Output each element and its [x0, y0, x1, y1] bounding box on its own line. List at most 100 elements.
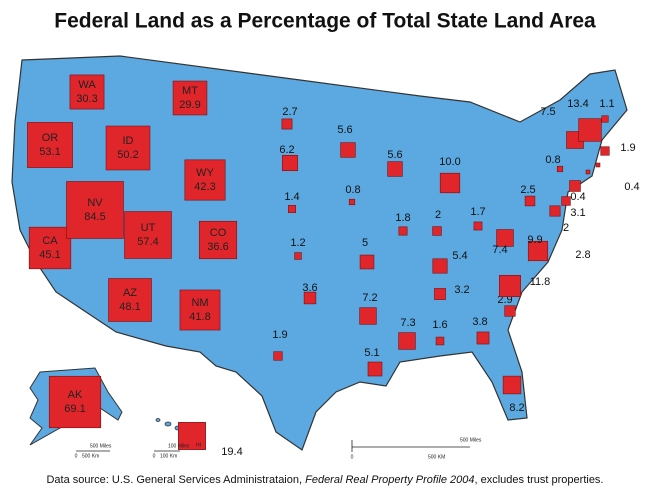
state-abbreviation: AK: [68, 389, 83, 401]
state-percentage: 48.1: [119, 301, 140, 313]
federal-land-mark: [595, 162, 601, 168]
state-percentage: 36.6: [207, 241, 228, 253]
state-percentage: 0.4: [570, 191, 585, 203]
scale-miles: 500 Miles: [90, 443, 112, 449]
state-percentage: 7.2: [362, 292, 377, 304]
federal-land-mark: [105, 125, 151, 171]
state-percentage: 5: [362, 237, 368, 249]
federal-land-mark: [499, 275, 521, 297]
state-percentage: 2.5: [520, 184, 535, 196]
state-percentage: 7.4: [492, 244, 507, 256]
federal-land-mark: [585, 169, 591, 175]
scale-miles: 100 Miles: [168, 443, 190, 449]
hawaii-label: HI: [196, 442, 201, 448]
state-percentage: 0.8: [345, 184, 360, 196]
state-abbreviation: CA: [42, 235, 58, 247]
state-percentage: 45.1: [39, 249, 60, 261]
state-percentage: 7.3: [400, 317, 415, 329]
federal-land-mark: [178, 422, 206, 450]
state-abbreviation: ID: [123, 135, 134, 147]
federal-land-mark: [124, 211, 172, 259]
federal-land-mark: [473, 221, 483, 231]
federal-land-mark: [398, 332, 416, 350]
federal-land-mark: [600, 146, 610, 156]
state-percentage: 3.2: [454, 284, 469, 296]
footnote-part: , excludes trust properties.: [474, 474, 603, 486]
state-abbreviation: NV: [87, 197, 103, 209]
state-percentage: 84.5: [84, 211, 105, 223]
federal-land-mark: [273, 351, 283, 361]
state-percentage: 53.1: [39, 146, 60, 158]
state-percentage: 2: [563, 222, 569, 234]
scale-zero: 0: [153, 453, 156, 459]
federal-land-mark: [172, 80, 208, 116]
federal-land-mark: [281, 154, 299, 172]
state-percentage: 0.4: [624, 181, 639, 193]
federal-land-mark: [556, 165, 564, 173]
federal-land-mark: [198, 220, 238, 260]
state-percentage: 1.7: [470, 206, 485, 218]
federal-land-mark: [184, 159, 226, 201]
state-percentage: 2.8: [575, 249, 590, 261]
state-percentage: 11.8: [530, 276, 551, 288]
state-percentage: 42.3: [194, 181, 215, 193]
state-percentage: 69.1: [64, 403, 85, 415]
state-percentage: 5.6: [387, 149, 402, 161]
federal-land-mark: [578, 118, 602, 142]
state-abbreviation: MT: [182, 85, 198, 97]
scale-km: 100 Km: [160, 453, 177, 459]
state-percentage: 5.6: [337, 124, 352, 136]
state-percentage: 8.2: [509, 402, 524, 414]
state-percentage: 29.9: [179, 99, 200, 111]
scale-bar-lines: [76, 440, 470, 452]
state-abbreviation: AZ: [123, 287, 137, 299]
federal-land-mark: [28, 226, 72, 270]
federal-land-mark: [504, 305, 516, 317]
federal-land-mark: [561, 196, 571, 206]
state-percentage: 10.0: [439, 156, 460, 168]
federal-land-mark: [303, 291, 317, 305]
state-abbreviation: CO: [210, 227, 227, 239]
federal-land-mark: [434, 288, 446, 300]
state-abbreviation: NM: [191, 297, 208, 309]
state-percentage: 1.6: [432, 319, 447, 331]
federal-land-mark: [432, 258, 448, 274]
state-percentage: 3.6: [302, 282, 317, 294]
state-percentage: 5.4: [452, 250, 467, 262]
federal-land-mark: [359, 307, 377, 325]
scale-km: 500 Km: [82, 453, 99, 459]
state-abbreviation: WY: [196, 167, 214, 179]
federal-land-mark: [496, 229, 514, 247]
us-outline: [11, 55, 628, 451]
state-abbreviation: UT: [141, 222, 156, 234]
footnote-part: Data source: U.S. General Services Admin…: [46, 474, 305, 486]
state-abbreviation: WA: [78, 79, 96, 91]
state-percentage: 1.2: [290, 237, 305, 249]
footnote-part: Federal Real Property Profile 2004: [305, 474, 474, 486]
federal-land-mark: [294, 252, 302, 260]
state-percentage: 13.4: [567, 98, 588, 110]
state-percentage: 1.9: [272, 329, 287, 341]
federal-land-mark: [601, 115, 609, 123]
state-percentage: 41.8: [189, 311, 210, 323]
federal-land-mark: [569, 180, 581, 192]
state-percentage: 19.4: [221, 446, 242, 458]
federal-land-mark: [524, 195, 536, 207]
federal-land-mark: [549, 205, 561, 217]
federal-land-mark: [527, 240, 549, 262]
state-percentage: 0.8: [545, 154, 560, 166]
state-percentage: 7.5: [540, 106, 555, 118]
federal-land-mark: [476, 331, 490, 345]
federal-land-mark: [281, 118, 293, 130]
federal-land-mark: [439, 172, 461, 194]
map-title: Federal Land as a Percentage of Total St…: [54, 10, 596, 33]
federal-land-mark: [367, 361, 383, 377]
scale-miles: 500 Miles: [460, 437, 482, 443]
state-percentage: 9.9: [527, 234, 542, 246]
federal-land-mark: [502, 375, 522, 395]
federal-land-mark: [108, 278, 152, 322]
state-percentage: 57.4: [137, 236, 158, 248]
state-percentage: 2: [435, 209, 441, 221]
